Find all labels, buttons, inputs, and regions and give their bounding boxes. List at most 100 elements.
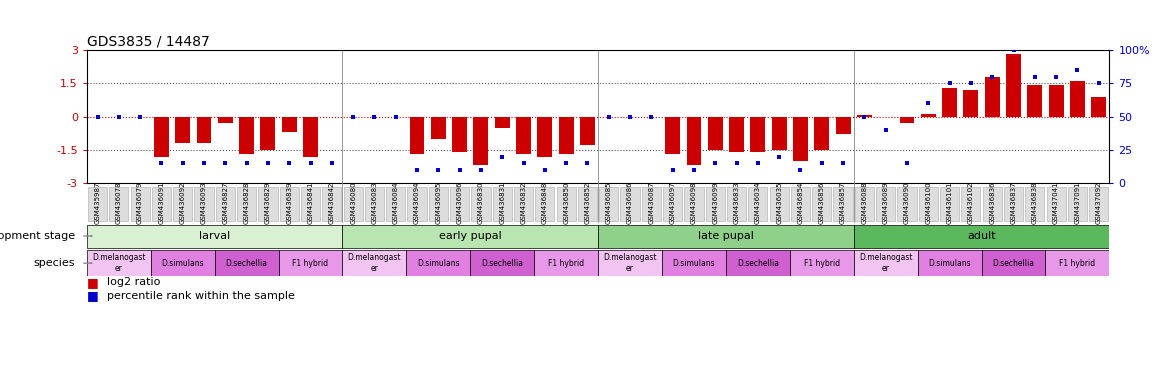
Bar [281, 117, 296, 132]
Bar [1049, 86, 1063, 117]
Bar [1091, 96, 1106, 117]
Text: ■: ■ [87, 276, 98, 289]
Text: GSM436084: GSM436084 [393, 182, 398, 224]
Bar [197, 117, 212, 143]
Bar [279, 187, 299, 221]
Point [578, 160, 596, 166]
Point [983, 73, 1002, 79]
Bar [218, 117, 233, 123]
Bar [279, 250, 343, 276]
Text: ■: ■ [87, 289, 98, 302]
Bar [452, 117, 467, 152]
Point [600, 114, 618, 120]
Bar [151, 250, 214, 276]
Text: GSM436856: GSM436856 [819, 182, 824, 224]
Point [855, 114, 873, 120]
Bar [470, 250, 534, 276]
Text: GSM436102: GSM436102 [968, 182, 974, 224]
Text: species: species [34, 258, 75, 268]
Bar [386, 187, 405, 221]
Text: F1 hybrid: F1 hybrid [804, 259, 840, 268]
Bar [599, 187, 618, 221]
Point [1004, 47, 1023, 53]
Text: GSM436078: GSM436078 [116, 182, 122, 225]
Bar [557, 187, 576, 221]
Bar [365, 187, 384, 221]
Text: GSM437091: GSM437091 [1075, 182, 1080, 225]
Bar [431, 117, 446, 139]
Bar [790, 250, 853, 276]
Bar [237, 187, 256, 221]
Bar [215, 187, 235, 221]
Bar [87, 250, 151, 276]
Text: D.simulans: D.simulans [161, 259, 204, 268]
Bar [494, 117, 510, 127]
Text: GSM436854: GSM436854 [798, 182, 804, 224]
Text: GSM436087: GSM436087 [648, 182, 654, 225]
Bar [471, 187, 491, 221]
Text: development stage: development stage [0, 231, 75, 241]
Bar [258, 187, 278, 221]
Bar [726, 250, 790, 276]
Point [642, 114, 660, 120]
Point [834, 160, 852, 166]
Text: GSM436089: GSM436089 [882, 182, 888, 225]
Text: GSM436096: GSM436096 [456, 182, 463, 225]
Bar [1004, 187, 1023, 221]
Bar [750, 117, 765, 152]
Bar [943, 88, 957, 117]
Text: GSM436035: GSM436035 [776, 182, 782, 224]
Text: GSM436857: GSM436857 [840, 182, 846, 224]
Bar [580, 117, 595, 146]
Bar [897, 187, 917, 221]
Bar [1047, 187, 1065, 221]
Bar [303, 117, 318, 157]
Text: GSM436090: GSM436090 [904, 182, 910, 225]
Text: GSM436850: GSM436850 [563, 182, 569, 224]
Text: GSM436838: GSM436838 [1032, 182, 1038, 225]
Bar [214, 250, 279, 276]
Text: GSM436092: GSM436092 [179, 182, 185, 224]
Text: GSM436848: GSM436848 [542, 182, 548, 224]
Bar [410, 117, 425, 154]
Bar [175, 117, 190, 143]
Point [961, 80, 980, 86]
Bar [857, 116, 872, 117]
Bar [836, 117, 850, 134]
Point [365, 114, 383, 120]
Text: D.melanogast
er: D.melanogast er [347, 253, 401, 273]
Point [430, 167, 448, 173]
Bar [687, 117, 702, 166]
Point [664, 167, 682, 173]
Text: GSM435987: GSM435987 [95, 182, 101, 224]
Bar [343, 225, 598, 248]
Text: GSM436080: GSM436080 [350, 182, 357, 225]
Bar [1027, 86, 1042, 117]
Bar [853, 250, 917, 276]
Bar [770, 187, 789, 221]
Point [301, 160, 320, 166]
Point [813, 160, 831, 166]
Text: D.simulans: D.simulans [673, 259, 716, 268]
Text: adult: adult [967, 231, 996, 241]
Text: GSM436101: GSM436101 [946, 182, 953, 225]
Bar [514, 187, 533, 221]
Text: GSM436832: GSM436832 [521, 182, 527, 224]
Point [131, 114, 149, 120]
Text: GSM436034: GSM436034 [755, 182, 761, 224]
Text: D.melanogast
er: D.melanogast er [603, 253, 657, 273]
Text: GSM436088: GSM436088 [862, 182, 867, 225]
Bar [322, 187, 342, 221]
Bar [921, 114, 936, 117]
Bar [791, 187, 811, 221]
Bar [662, 250, 726, 276]
Text: GSM436095: GSM436095 [435, 182, 441, 224]
Bar [598, 250, 662, 276]
Point [1026, 73, 1045, 79]
Bar [87, 225, 343, 248]
Bar [727, 187, 746, 221]
Text: D.sechellia: D.sechellia [992, 259, 1034, 268]
Text: GSM436852: GSM436852 [585, 182, 591, 224]
Bar [984, 76, 999, 117]
Text: GSM436829: GSM436829 [265, 182, 271, 224]
